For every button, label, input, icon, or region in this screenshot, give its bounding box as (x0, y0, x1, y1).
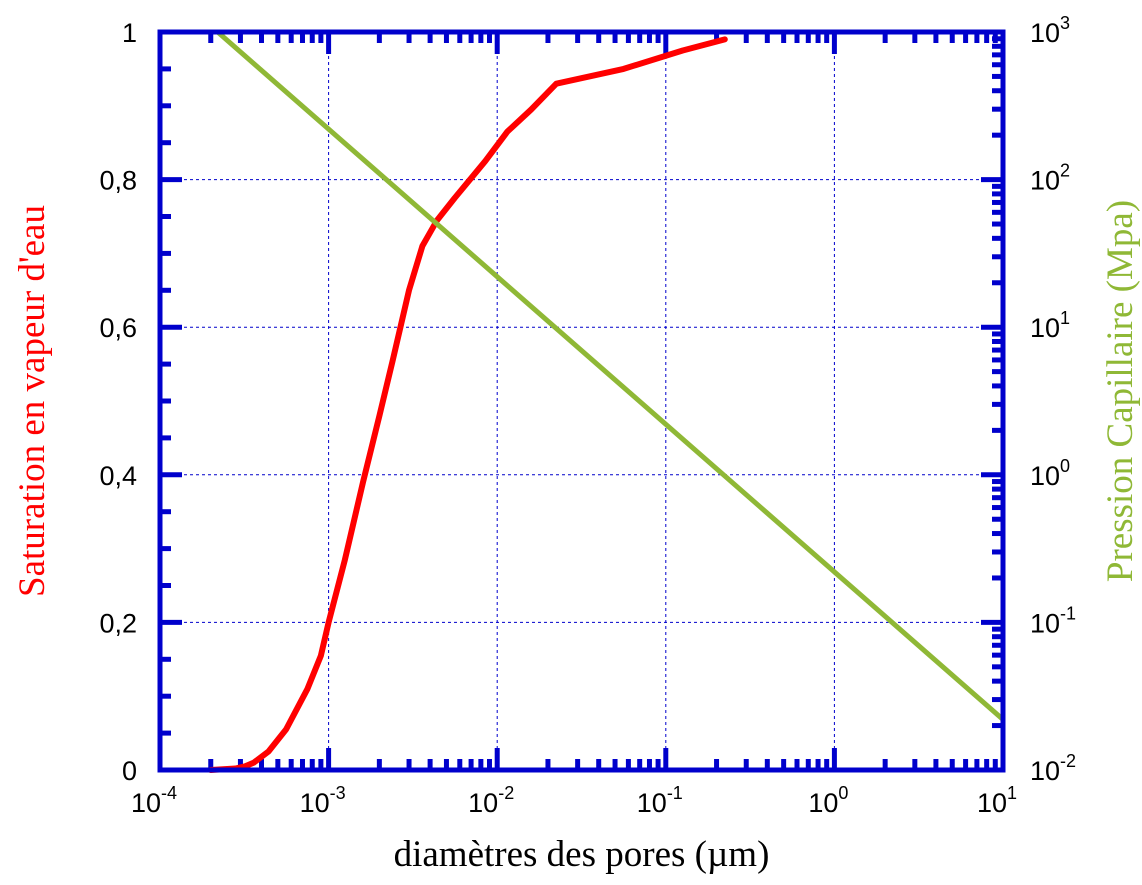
minor-ticks (157, 29, 1003, 773)
tick-labels: 10-4 10-3 10-2 10-1 100 101 0 0,2 0,4 0,6 0,8 1 10-2… (99, 13, 1076, 818)
x-tick-label: 10-4 (131, 783, 177, 818)
left-y-tick-label: 1 (122, 18, 137, 48)
saturation-series-line (207, 36, 728, 773)
x-tick-label: 10-2 (468, 783, 514, 818)
left-y-axis-title: Saturation en vapeur d'eau (12, 205, 53, 597)
plot-frame (157, 29, 1006, 773)
right-y-tick-label: 103 (1030, 13, 1070, 48)
right-y-tick-label: 10-2 (1030, 751, 1076, 786)
right-y-tick-label: 102 (1030, 161, 1070, 196)
x-axis-title: diamètres des pores (µm) (394, 834, 770, 875)
pressure-series-line (215, 29, 1006, 722)
left-y-tick-label: 0,2 (99, 608, 137, 638)
x-tick-label: 10-3 (300, 783, 346, 818)
left-y-tick-label: 0,4 (99, 461, 137, 491)
grid-lines (160, 32, 1003, 770)
x-tick-label: 100 (808, 783, 848, 818)
x-tick-label: 101 (977, 783, 1017, 818)
left-y-tick-label: 0,6 (99, 313, 137, 343)
x-tick-label: 10-1 (637, 783, 683, 818)
series-lines (207, 29, 1006, 773)
left-y-tick-label: 0 (122, 756, 137, 786)
right-y-axis-title: Pression Capillaire (Mpa) (1100, 200, 1141, 582)
left-y-tick-label: 0,8 (99, 166, 137, 196)
right-y-tick-label: 100 (1030, 456, 1070, 491)
right-y-tick-label: 10-1 (1030, 603, 1076, 638)
right-y-tick-label: 101 (1030, 308, 1070, 343)
